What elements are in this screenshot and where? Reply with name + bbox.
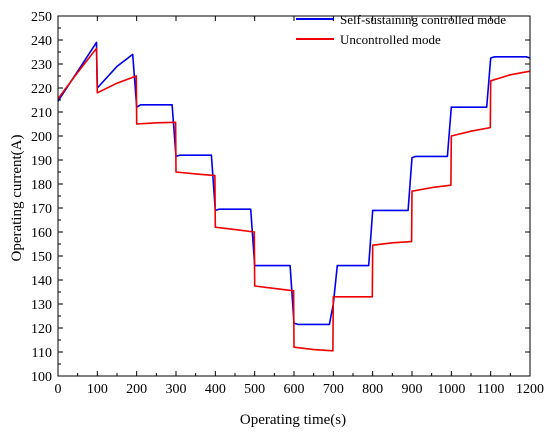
y-tick-label: 120 (31, 322, 52, 337)
x-tick-label: 800 (362, 382, 383, 397)
y-tick-label: 160 (31, 226, 52, 241)
x-tick-label: 0 (55, 382, 62, 397)
y-tick-label: 180 (31, 178, 52, 193)
y-tick-label: 140 (31, 274, 52, 289)
axes: 0 100 200 300 400 500 600 700 800 900 1000 1100 1200… (31, 10, 544, 397)
legend-label-2: Uncontrolled mode (340, 32, 441, 47)
x-tick-label: 700 (323, 382, 344, 397)
series-line-1 (57, 41, 531, 326)
x-axis-title: Operating time(s) (240, 412, 346, 428)
y-tick-label: 150 (31, 250, 52, 265)
x-tick-label: 900 (402, 382, 423, 397)
y-axis-title: Operating current(A) (9, 134, 25, 261)
legend-label-1: Self-sustaining controlled mode (340, 12, 506, 27)
y-tick-label: 100 (31, 370, 52, 385)
y-tick-label: 110 (32, 346, 52, 361)
plot-marks (57, 41, 531, 352)
legend: Self-sustaining controlled mode Uncontrol… (296, 12, 506, 47)
x-tick-label: 300 (166, 382, 187, 397)
y-tick-label: 230 (31, 58, 52, 73)
series-line-2 (57, 47, 531, 352)
x-tick-label: 500 (244, 382, 265, 397)
y-tick-label: 170 (31, 202, 52, 217)
x-tick-label: 100 (87, 382, 108, 397)
x-tick-label: 600 (284, 382, 305, 397)
y-tick-label: 190 (31, 154, 52, 169)
x-tick-label: 200 (126, 382, 147, 397)
y-tick-label: 210 (31, 106, 52, 121)
x-tick-label: 400 (205, 382, 226, 397)
y-tick-label: 250 (31, 10, 52, 25)
x-tick-label: 1200 (516, 382, 544, 397)
y-tick-label: 200 (31, 130, 52, 145)
y-tick-label: 220 (31, 82, 52, 97)
y-tick-label: 130 (31, 298, 52, 313)
x-tick-label: 1100 (477, 382, 504, 397)
y-tick-label: 240 (31, 34, 52, 49)
x-tick-label: 1000 (437, 382, 465, 397)
